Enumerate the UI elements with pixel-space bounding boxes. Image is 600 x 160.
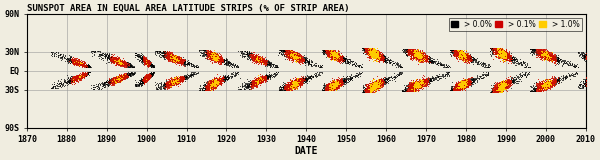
X-axis label: DATE: DATE (295, 146, 318, 156)
Legend: > 0.0%, > 0.1%, > 1.0%: > 0.0%, > 0.1%, > 1.0% (449, 18, 582, 31)
Text: SUNSPOT AREA IN EQUAL AREA LATITUDE STRIPS (% OF STRIP AREA): SUNSPOT AREA IN EQUAL AREA LATITUDE STRI… (27, 4, 349, 13)
